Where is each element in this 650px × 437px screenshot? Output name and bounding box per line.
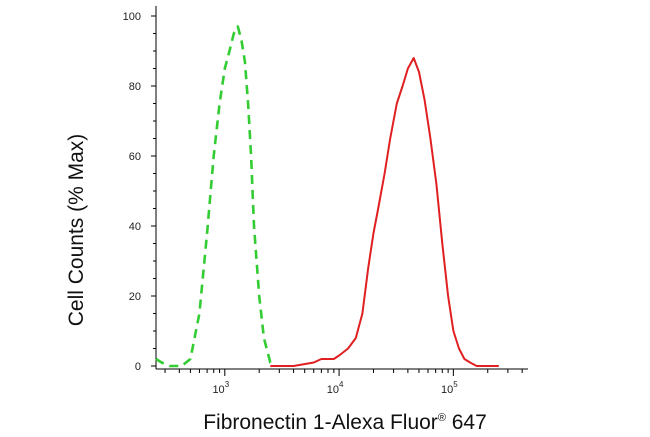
y-tick-label: 0 [135, 361, 141, 373]
x-tick-label-exponent: 4 [339, 380, 344, 389]
x-tick-label: 103 [212, 380, 229, 396]
x-tick-label: 104 [327, 380, 344, 396]
y-tick-label: 80 [129, 81, 141, 93]
x-axis-title-registered-mark: ® [438, 412, 446, 424]
y-tick-label: 60 [129, 151, 141, 163]
x-tick-label-base: 10 [327, 384, 339, 396]
y-tick-label: 100 [123, 11, 141, 23]
x-axis-title: Fibronectin 1-Alexa Fluor® 647 [203, 411, 487, 434]
x-tick-label-exponent: 5 [453, 380, 458, 389]
control-histogram-line [155, 25, 277, 368]
x-axis-title-suffix: 647 [446, 411, 487, 434]
x-tick-label-base: 10 [441, 384, 453, 396]
x-tick-label-exponent: 3 [225, 380, 230, 389]
series-layer [155, 25, 499, 368]
y-axis-title: Cell Counts (% Max) [65, 134, 88, 327]
x-tick-label: 105 [441, 380, 458, 396]
x-axis-title-main: Fibronectin 1-Alexa Fluor [203, 411, 438, 434]
x-tick-label-base: 10 [212, 384, 224, 396]
sample-histogram-line [270, 57, 499, 367]
x-axis: 103 104 105 [156, 368, 528, 396]
y-axis: 0 20 40 60 80 100 [123, 6, 157, 373]
y-tick-label: 40 [129, 221, 141, 233]
y-tick-label: 20 [129, 291, 141, 303]
